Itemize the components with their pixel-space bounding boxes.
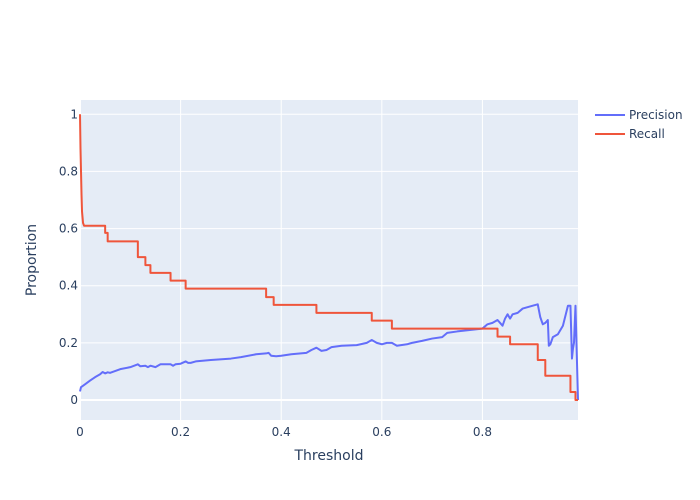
x-tick-label: 0.8 [473,425,492,439]
y-tick-labels: 0 0.2 0.4 0.6 0.8 1 [59,107,78,407]
y-tick-label: 0.8 [59,164,78,178]
x-tick-labels: 0 0.2 0.4 0.6 0.8 [76,425,492,439]
plot-area [80,100,578,420]
x-tick-label: 0.2 [171,425,190,439]
y-tick-label: 0.4 [59,279,78,293]
series-line-recall [79,114,578,401]
legend-label: Recall [629,127,665,141]
series-line-precision [79,303,579,401]
x-tick-label: 0 [76,425,84,439]
y-tick-label: 0.6 [59,222,78,236]
y-tick-label: 0.2 [59,336,78,350]
y-tick-label: 0 [70,393,78,407]
x-tick-label: 0.6 [372,425,391,439]
legend[interactable]: Precision Recall [595,108,683,141]
series-layer [79,114,579,401]
x-axis-title: Threshold [294,448,364,464]
x-tick-label: 0.4 [272,425,291,439]
y-tick-label: 1 [70,107,78,121]
legend-label: Precision [629,108,683,122]
legend-item-recall[interactable]: Recall [595,127,665,141]
y-axis-title: Proportion [24,224,40,296]
grid-lines [79,100,578,420]
legend-item-precision[interactable]: Precision [595,108,683,122]
